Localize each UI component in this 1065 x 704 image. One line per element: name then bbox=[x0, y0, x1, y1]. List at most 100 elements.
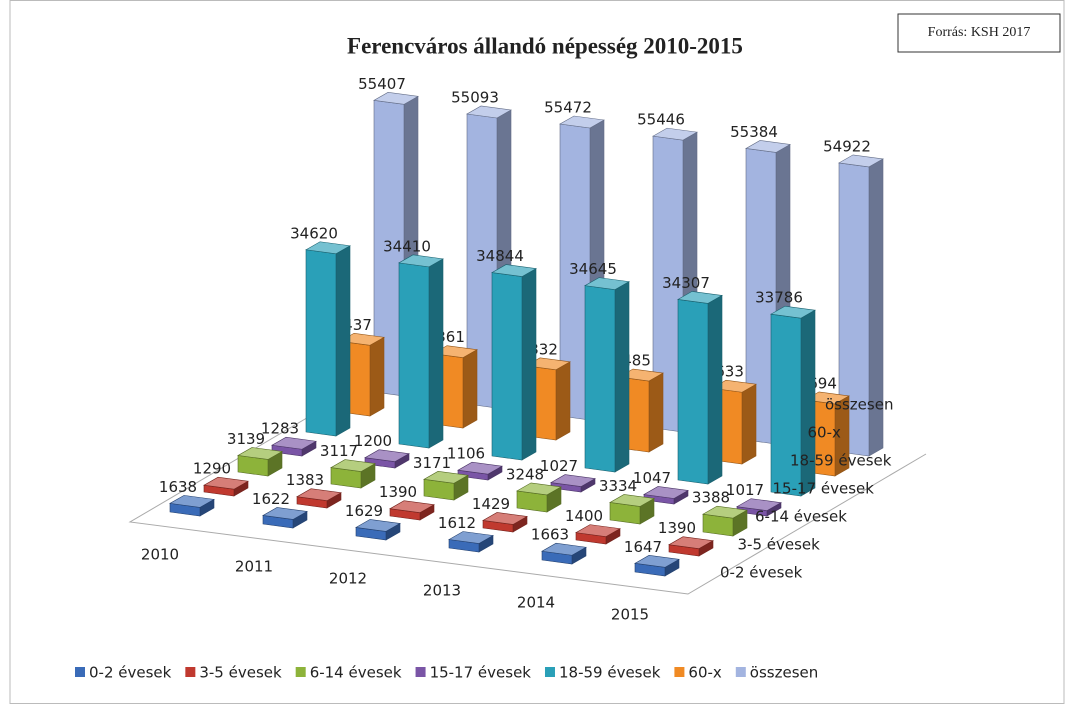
data-label: 33786 bbox=[755, 289, 803, 307]
data-label: 1663 bbox=[531, 526, 569, 544]
bar bbox=[702, 505, 748, 537]
data-label: 3171 bbox=[413, 454, 451, 472]
bar bbox=[389, 500, 435, 521]
data-label: 3117 bbox=[320, 442, 358, 460]
bar-face bbox=[838, 154, 884, 168]
bar bbox=[262, 507, 308, 529]
bar bbox=[550, 474, 596, 493]
depth-tick-label: 3-5 évesek bbox=[738, 536, 821, 554]
bar-face bbox=[634, 555, 680, 568]
bar-face bbox=[423, 470, 469, 484]
bar-face bbox=[521, 268, 537, 461]
depth-tick-label: 18-59 évesek bbox=[790, 452, 892, 470]
bar bbox=[355, 519, 401, 541]
bar-face bbox=[770, 305, 816, 319]
bar-face bbox=[541, 542, 587, 556]
legend-swatch bbox=[75, 667, 85, 677]
legend-label: 60-x bbox=[688, 664, 721, 682]
source: Forrás: KSH 2017 bbox=[928, 25, 1031, 40]
bar-face bbox=[614, 281, 630, 473]
data-label: 55093 bbox=[451, 88, 499, 106]
bar-face bbox=[702, 505, 748, 519]
bar-face bbox=[677, 291, 723, 304]
bar bbox=[296, 488, 342, 509]
bar bbox=[305, 241, 351, 437]
bar-face bbox=[335, 245, 351, 437]
legend-label: 3-5 évesek bbox=[199, 664, 282, 682]
x-tick-label: 2014 bbox=[517, 594, 555, 612]
legend-label: 6-14 évesek bbox=[310, 664, 402, 682]
bar-face bbox=[428, 258, 444, 449]
bar-face bbox=[305, 241, 351, 255]
x-tick-label: 2013 bbox=[423, 582, 461, 600]
bar-face bbox=[575, 524, 621, 537]
data-label: 1612 bbox=[438, 514, 476, 532]
legend-swatch bbox=[674, 667, 685, 677]
data-label: 1290 bbox=[193, 460, 231, 478]
bar-face bbox=[364, 449, 410, 462]
bar-face bbox=[516, 482, 562, 496]
bar-face bbox=[203, 476, 249, 490]
data-label: 3334 bbox=[599, 477, 637, 495]
data-label: 1390 bbox=[658, 519, 696, 537]
legend-label: 0-2 évesek bbox=[89, 664, 172, 682]
bar-face bbox=[457, 461, 503, 475]
data-label: 1390 bbox=[379, 483, 417, 501]
data-label: 1400 bbox=[565, 507, 603, 525]
bar-face bbox=[169, 495, 215, 508]
data-label: 1283 bbox=[261, 420, 299, 438]
bar bbox=[203, 476, 249, 497]
x-tick-label: 2011 bbox=[235, 558, 273, 576]
bar bbox=[457, 461, 503, 481]
data-label: 1647 bbox=[624, 538, 662, 556]
bar bbox=[364, 449, 410, 469]
bar-face bbox=[584, 277, 630, 290]
bar-face bbox=[466, 105, 512, 119]
data-label: 55446 bbox=[637, 111, 685, 129]
x-tick-label: 2015 bbox=[611, 606, 649, 624]
legend-swatch bbox=[185, 667, 196, 677]
legend-label: 15-17 évesek bbox=[430, 664, 532, 682]
bar bbox=[237, 447, 283, 477]
bar-face bbox=[237, 447, 283, 460]
bar-face bbox=[398, 262, 430, 449]
bar-face bbox=[491, 264, 537, 277]
bar bbox=[575, 524, 621, 545]
bar bbox=[609, 494, 655, 525]
bar bbox=[838, 154, 884, 457]
bar bbox=[423, 470, 469, 501]
bar bbox=[634, 555, 680, 577]
bar-face bbox=[389, 500, 435, 513]
data-label: 3139 bbox=[227, 430, 265, 448]
bar-face bbox=[296, 488, 342, 502]
bar bbox=[516, 482, 562, 513]
chart-title: Ferencváros állandó népesség 2010-2015 bbox=[347, 33, 743, 58]
bar-face bbox=[462, 349, 478, 429]
bar-face bbox=[271, 436, 317, 450]
bar-face bbox=[330, 459, 376, 472]
x-tick-label: 2012 bbox=[329, 570, 367, 588]
depth-tick-label: 6-14 évesek bbox=[755, 508, 847, 526]
data-label: 34307 bbox=[662, 274, 710, 292]
bar-face bbox=[448, 531, 494, 544]
legend-swatch bbox=[415, 667, 426, 677]
legend-swatch bbox=[735, 667, 746, 677]
legend-swatch bbox=[295, 667, 306, 677]
bar-face bbox=[398, 254, 444, 268]
bar bbox=[271, 436, 317, 457]
data-label: 1629 bbox=[345, 502, 383, 520]
bar-face bbox=[262, 507, 308, 520]
data-label: 34844 bbox=[476, 247, 524, 265]
bar-face bbox=[648, 372, 664, 453]
data-label: 1429 bbox=[472, 495, 510, 513]
bar-face bbox=[707, 294, 723, 485]
data-label: 55472 bbox=[544, 99, 592, 117]
bar bbox=[373, 92, 419, 397]
depth-tick-label: összesen bbox=[825, 396, 893, 414]
bar-face bbox=[677, 299, 709, 485]
source-box bbox=[897, 13, 1061, 53]
bar-face bbox=[559, 115, 605, 129]
data-label: 1200 bbox=[354, 432, 392, 450]
x-tick-label: 2010 bbox=[141, 546, 179, 564]
